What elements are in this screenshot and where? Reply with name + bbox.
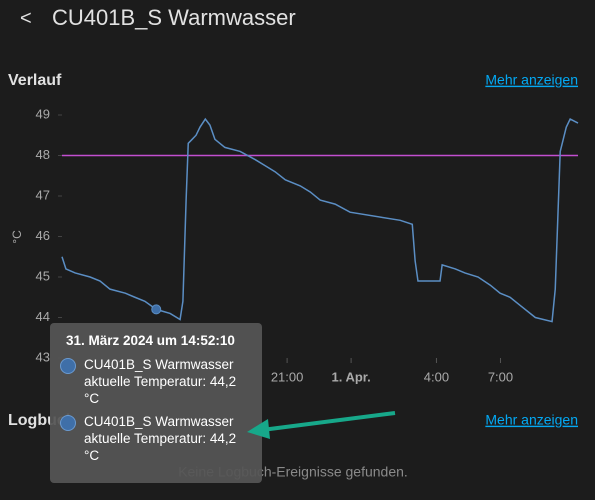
tooltip-value: aktuelle Temperatur: 44,2 °C	[84, 374, 237, 406]
y-tick-label: 47	[36, 187, 50, 202]
chart: °C 43 44 45 46 47 48 49 21:00 1. Apr. 4:00 7:00	[10, 106, 579, 384]
tooltip-item: CU401B_S Warmwasser aktuelle Temperatur: …	[60, 413, 250, 464]
section-title: Verlauf	[8, 72, 62, 89]
tooltip-item: CU401B_S Warmwasser aktuelle Temperatur: …	[60, 356, 250, 407]
tooltip-swatch	[60, 358, 76, 374]
y-tick-label: 49	[36, 106, 50, 121]
x-tick-label: 21:00	[271, 369, 304, 384]
tooltip-title: 31. März 2024 um 14:52:10	[66, 333, 235, 348]
x-tick-label: 1. Apr.	[331, 369, 370, 384]
y-axis-label: °C	[10, 230, 24, 244]
tooltip-text: CU401B_S Warmwasser aktuelle Temperatur: …	[84, 413, 250, 464]
tooltip-swatch	[60, 415, 76, 431]
tooltip-value: aktuelle Temperatur: 44,2 °C	[84, 431, 237, 463]
tooltip-text: CU401B_S Warmwasser aktuelle Temperatur: …	[84, 356, 250, 407]
tooltip-name: CU401B_S Warmwasser	[84, 414, 234, 429]
y-tick-label: 43	[36, 349, 50, 364]
more-link[interactable]: Mehr anzeigen	[485, 72, 578, 88]
y-tick-label: 48	[36, 147, 50, 162]
y-tick-label: 44	[36, 309, 50, 324]
tooltip: 31. März 2024 um 14:52:10 CU401B_S Warmwa…	[50, 323, 262, 483]
page-title: CU401B_S Warmwasser	[52, 5, 296, 30]
more-link[interactable]: Mehr anzeigen	[485, 412, 578, 428]
x-tick-label: 7:00	[488, 369, 513, 384]
tooltip-name: CU401B_S Warmwasser	[84, 357, 234, 372]
highlight-point	[151, 304, 162, 315]
back-button[interactable]: <	[20, 7, 32, 29]
x-tick-label: 4:00	[424, 369, 449, 384]
y-tick-label: 46	[36, 228, 50, 243]
y-tick-label: 45	[36, 268, 50, 283]
series-line	[61, 117, 579, 323]
